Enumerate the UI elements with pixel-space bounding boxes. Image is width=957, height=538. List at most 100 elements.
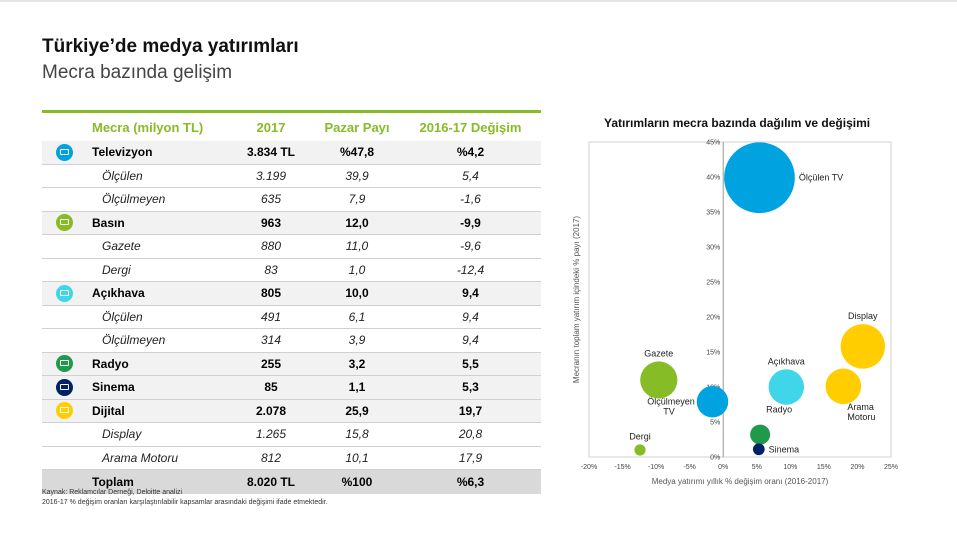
cell-name: Arama Motoru <box>86 446 228 470</box>
y-tick-label: 40% <box>706 175 720 182</box>
cell-2017: 8.020 TL <box>228 469 314 494</box>
x-axis-label: Medya yatırımı yıllık % değişim oranı (2… <box>652 477 829 486</box>
cell-change: -9,6 <box>400 234 541 259</box>
x-tick-label: 20% <box>850 464 864 471</box>
y-tick-label: 25% <box>706 280 720 287</box>
y-tick-label: 15% <box>706 350 720 357</box>
icon-cell <box>42 164 86 188</box>
cell-change: 5,4 <box>400 164 541 188</box>
bubble-a-khava <box>768 369 805 405</box>
cinema-icon <box>55 378 73 396</box>
cell-name: Dergi <box>86 258 228 282</box>
table-subcategory-row: Arama Motoru 812 10,1 17,9 <box>42 446 541 470</box>
cell-change: -1,6 <box>400 187 541 212</box>
icon-cell <box>42 234 86 259</box>
y-tick-label: 45% <box>706 140 720 147</box>
cell-share: 12,0 <box>314 211 400 235</box>
cell-change: 17,9 <box>400 446 541 470</box>
icon-cell <box>42 469 86 494</box>
cell-change: 9,4 <box>400 305 541 329</box>
bubble-sinema <box>752 443 765 456</box>
header-media: Mecra (milyon TL) <box>92 119 204 135</box>
table-category-row: Radyo 255 3,2 5,5 <box>42 352 541 376</box>
cell-change: 19,7 <box>400 399 541 423</box>
cell-name: Radyo <box>86 352 228 376</box>
icon-cell <box>42 446 86 470</box>
cell-2017: 83 <box>228 258 314 282</box>
table-subcategory-row: Ölçülen 3.199 39,9 5,4 <box>42 164 541 188</box>
cell-2017: 963 <box>228 211 314 235</box>
digital-icon <box>55 402 73 420</box>
top-rule <box>0 0 957 2</box>
cell-2017: 880 <box>228 234 314 259</box>
cell-name: Gazete <box>86 234 228 259</box>
bubble-dergi <box>634 444 646 456</box>
table-subcategory-row: Display 1.265 15,8 20,8 <box>42 422 541 447</box>
icon-cell <box>42 422 86 447</box>
cell-share: %47,8 <box>314 141 400 165</box>
billboard-icon <box>55 284 73 302</box>
chart-title: Yatırımların mecra bazında dağılım ve de… <box>604 116 871 130</box>
table-category-row: Açıkhava 805 10,0 9,4 <box>42 281 541 306</box>
table-subcategory-row: Ölçülen 491 6,1 9,4 <box>42 305 541 329</box>
bubble--l-lmeyen-tv <box>696 385 729 418</box>
newspaper-icon <box>55 214 73 232</box>
cell-change: -9,9 <box>400 211 541 235</box>
cell-2017: 812 <box>228 446 314 470</box>
bubble-label: Gazete <box>644 348 673 358</box>
cell-change: -12,4 <box>400 258 541 282</box>
bubble-label: Sinema <box>769 444 800 454</box>
icon-cell <box>42 375 86 400</box>
cell-change: 5,5 <box>400 352 541 376</box>
cell-share: 10,1 <box>314 446 400 470</box>
header-2017: 2017 <box>256 119 286 135</box>
bubble-display <box>840 324 886 369</box>
cell-2017: 635 <box>228 187 314 212</box>
x-tick-label: -10% <box>648 464 664 471</box>
radio-icon <box>55 355 73 373</box>
cell-share: 6,1 <box>314 305 400 329</box>
cell-share: 11,0 <box>314 234 400 259</box>
table-category-row: Basın 963 12,0 -9,9 <box>42 211 541 235</box>
y-tick-label: 20% <box>706 315 720 322</box>
cell-name: Ölçülmeyen <box>86 328 228 353</box>
page-title: Türkiye’de medya yatırımları <box>42 36 299 57</box>
x-tick-label: -20% <box>581 464 597 471</box>
cell-change: 20,8 <box>400 422 541 447</box>
cell-2017: 805 <box>228 281 314 306</box>
table-body: Televizyon 3.834 TL %47,8 %4,2 Ölçülen 3.199 3… <box>42 141 541 494</box>
header-share: Pazar Payı <box>324 119 390 135</box>
table-category-row: Sinema 85 1,1 5,3 <box>42 375 541 400</box>
table-subcategory-row: Gazete 880 11,0 -9,6 <box>42 234 541 259</box>
cell-share: 7,9 <box>314 187 400 212</box>
table-subcategory-row: Dergi 83 1,0 -12,4 <box>42 258 541 282</box>
bubble-arama-motoru <box>825 368 862 405</box>
bubble-label: Ölçülmeyen TV <box>647 397 695 417</box>
cell-share: 1,1 <box>314 375 400 400</box>
cell-share: 1,0 <box>314 258 400 282</box>
bubble-gazete <box>640 361 678 399</box>
y-axis-label: Mecranın toplam yatırım içindeki % payı … <box>572 216 581 384</box>
cell-name: Açıkhava <box>86 281 228 306</box>
icon-cell <box>42 305 86 329</box>
media-table: Mecra (milyon TL) 2017 Pazar Payı 2016-1… <box>42 110 541 494</box>
cell-2017: 85 <box>228 375 314 400</box>
y-tick-label: 35% <box>706 210 720 217</box>
cell-share: 3,2 <box>314 352 400 376</box>
y-tick-label: 0% <box>710 455 720 462</box>
cell-2017: 3.199 <box>228 164 314 188</box>
icon-cell <box>42 258 86 282</box>
cell-name: Dijital <box>86 399 228 423</box>
icon-cell <box>42 187 86 212</box>
table-category-row: Televizyon 3.834 TL %47,8 %4,2 <box>42 141 541 165</box>
tv-icon <box>55 143 73 161</box>
bubble--l-len-tv <box>724 142 795 214</box>
icon-cell <box>42 399 86 423</box>
bubble-label: Ölçülen TV <box>799 173 843 183</box>
cell-share: 39,9 <box>314 164 400 188</box>
cell-share: 25,9 <box>314 399 400 423</box>
x-tick-label: 10% <box>783 464 797 471</box>
cell-share: %100 <box>314 469 400 494</box>
x-tick-label: 0% <box>718 464 728 471</box>
cell-change: %6,3 <box>400 469 541 494</box>
